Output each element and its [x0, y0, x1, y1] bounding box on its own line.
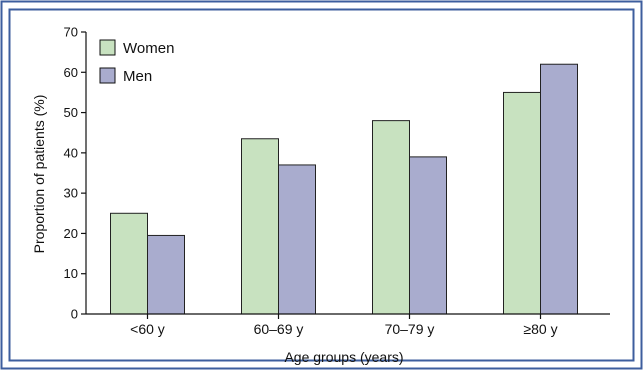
y-ticks-group: 0 10 20 30 40 50 60 70: [64, 25, 86, 322]
inner-border: [8, 8, 635, 362]
bar-men: [278, 164, 316, 315]
y-tick-label: 10: [64, 266, 78, 281]
x-category-label: 70–79 y: [385, 321, 435, 337]
bar-women: [372, 120, 410, 315]
bars-group: [110, 63, 578, 315]
y-tick-label: 50: [64, 105, 78, 120]
y-axis-title: Proportion of patients (%): [31, 95, 47, 254]
legend-swatch-women: [99, 39, 116, 56]
bar-men: [540, 63, 578, 315]
bar-women: [110, 212, 148, 315]
legend-swatch-men: [99, 67, 116, 84]
x-category-label: 60–69 y: [254, 321, 304, 337]
y-tick-label: 30: [64, 186, 78, 201]
y-tick-label: 60: [64, 65, 78, 80]
legend: Women Men: [99, 39, 174, 85]
x-category-label: <60 y: [130, 321, 165, 337]
legend-label-women: Women: [123, 40, 174, 57]
axes-group: [85, 32, 610, 315]
y-tick-label: 20: [64, 226, 78, 241]
x-category-label: ≥80 y: [523, 321, 557, 337]
bar-women: [503, 91, 541, 315]
bar-men: [147, 234, 185, 315]
legend-label-men: Men: [123, 68, 152, 85]
bar-men: [409, 156, 447, 315]
y-tick-label: 0: [71, 307, 78, 322]
y-tick-label: 40: [64, 145, 78, 160]
x-categories-group: <60 y 60–69 y 70–79 y ≥80 y: [130, 314, 558, 337]
bar-women: [241, 138, 279, 315]
x-axis-title: Age groups (years): [284, 349, 403, 365]
y-tick-label: 70: [64, 25, 78, 40]
